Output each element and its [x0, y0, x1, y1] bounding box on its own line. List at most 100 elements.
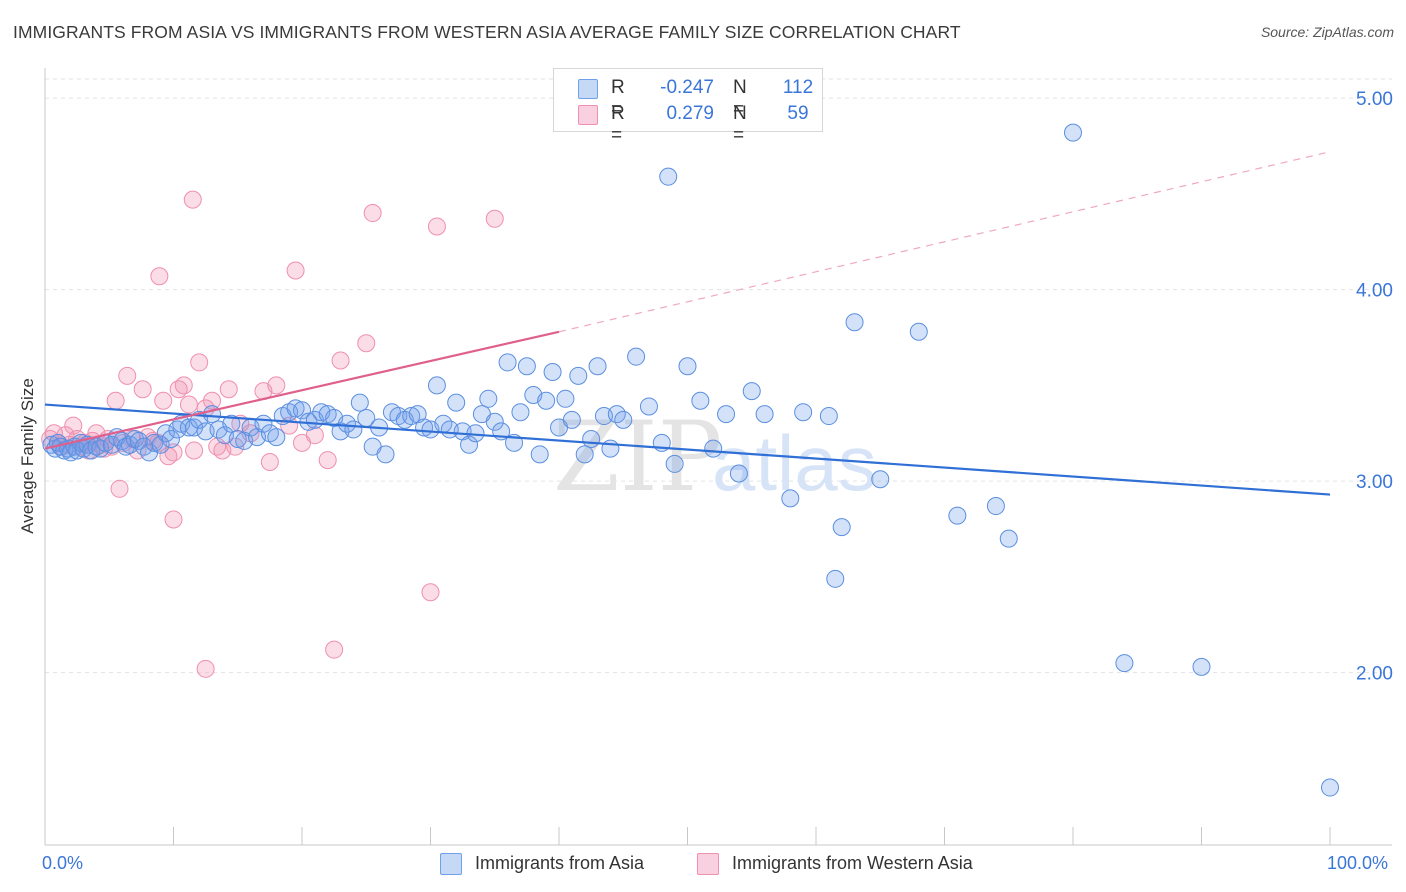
watermark-zip: ZIP — [553, 401, 722, 513]
legend-n-label: N = — [733, 103, 747, 146]
data-point-western-asia — [118, 366, 137, 385]
data-point-asia — [627, 347, 646, 366]
data-point-asia — [479, 389, 498, 408]
data-point-asia — [350, 393, 369, 412]
data-point-asia — [755, 405, 774, 424]
data-point-western-asia — [196, 659, 215, 678]
data-point-asia — [659, 167, 678, 186]
data-point-asia — [120, 435, 139, 454]
data-point-asia — [511, 403, 530, 422]
data-point-western-asia — [318, 451, 337, 470]
data-point-asia — [704, 439, 723, 458]
data-point-asia — [569, 366, 588, 385]
data-point-asia — [179, 418, 198, 437]
legend-r-label: R = — [611, 103, 625, 146]
data-point-asia — [665, 454, 684, 473]
data-point-asia — [832, 518, 851, 537]
legend-r-label: R = — [611, 77, 625, 120]
data-point-asia — [530, 445, 549, 464]
legend-swatch-asia — [578, 79, 598, 99]
chart-title: IMMIGRANTS FROM ASIA VS IMMIGRANTS FROM … — [13, 22, 961, 42]
data-point-asia — [562, 410, 581, 429]
data-point-western-asia — [267, 376, 286, 395]
data-point-asia — [286, 399, 305, 418]
data-point-western-asia — [190, 353, 209, 372]
data-point-western-asia — [485, 209, 504, 228]
x-tick-label-min: 0.0% — [42, 853, 84, 873]
y-tick-label: 4.00 — [1356, 281, 1393, 302]
data-point-asia — [1064, 123, 1082, 142]
legend-swatch-western-asia — [578, 105, 598, 125]
data-point-western-asia — [286, 261, 305, 280]
data-point-western-asia — [331, 351, 350, 370]
data-point-asia — [1115, 654, 1134, 673]
data-point-western-asia — [185, 441, 204, 460]
data-point-asia — [293, 401, 311, 420]
data-point-asia — [267, 428, 286, 447]
data-point-asia — [376, 445, 395, 464]
legend-r-value: 0.279 — [666, 103, 714, 124]
data-point-asia — [948, 506, 967, 525]
legend-n-label: N = — [733, 77, 747, 120]
data-point-asia — [1321, 778, 1339, 797]
data-point-western-asia — [421, 583, 440, 602]
bottom-legend-swatch-western-asia — [697, 853, 719, 875]
data-point-asia — [871, 470, 890, 489]
data-point-asia — [999, 529, 1018, 548]
data-point-western-asia — [260, 453, 279, 471]
data-point-western-asia — [219, 380, 238, 399]
data-point-asia — [427, 376, 446, 395]
data-point-western-asia — [110, 479, 129, 498]
data-point-asia — [575, 445, 594, 464]
data-point-asia — [537, 391, 556, 410]
legend-n-value: 59 — [787, 103, 809, 124]
data-point-asia — [91, 439, 110, 458]
data-point-western-asia — [174, 376, 193, 395]
data-point-asia — [909, 322, 928, 341]
trend-line-western-asia — [44, 330, 560, 450]
bottom-legend-label-western-asia: Immigrants from Western Asia — [732, 853, 973, 873]
trend-line-western-asia-extension — [558, 151, 1331, 333]
data-point-asia — [691, 391, 710, 410]
data-point-asia — [986, 497, 1005, 516]
data-point-asia — [826, 569, 845, 588]
data-point-western-asia — [325, 640, 344, 659]
data-point-asia — [129, 431, 148, 450]
y-tick-label: 5.00 — [1356, 89, 1393, 110]
data-point-western-asia — [164, 510, 183, 529]
data-point-asia — [145, 433, 164, 452]
data-point-asia — [517, 357, 536, 376]
data-point-western-asia — [106, 391, 125, 410]
data-point-western-asia — [64, 416, 83, 435]
bottom-legend-label-asia: Immigrants from Asia — [475, 853, 645, 873]
y-tick-label: 2.00 — [1356, 664, 1393, 685]
data-point-western-asia — [427, 217, 446, 236]
y-tick-label: 3.00 — [1356, 472, 1393, 493]
data-point-asia — [678, 357, 697, 376]
watermark-atlas: atlas — [712, 419, 877, 507]
data-point-asia — [460, 435, 479, 454]
data-point-asia — [819, 407, 838, 426]
data-point-asia — [1192, 657, 1211, 676]
data-point-asia — [498, 353, 517, 372]
data-point-asia — [614, 410, 633, 429]
data-point-asia — [582, 430, 601, 449]
legend-r-value: -0.247 — [660, 77, 714, 98]
data-point-asia — [717, 405, 736, 424]
data-point-asia — [161, 430, 180, 449]
data-point-western-asia — [183, 190, 202, 209]
data-point-western-asia — [179, 395, 198, 414]
data-point-asia — [228, 430, 247, 449]
data-point-asia — [729, 464, 748, 483]
data-point-asia — [588, 357, 607, 376]
data-point-asia — [794, 403, 813, 422]
data-point-western-asia — [150, 267, 169, 286]
data-point-asia — [639, 397, 658, 416]
data-point-asia — [151, 435, 170, 454]
data-point-asia — [222, 414, 241, 433]
data-point-western-asia — [154, 391, 173, 410]
data-point-asia — [556, 389, 575, 408]
x-tick-label-max: 100.0% — [1327, 853, 1389, 873]
data-point-western-asia — [357, 334, 376, 353]
